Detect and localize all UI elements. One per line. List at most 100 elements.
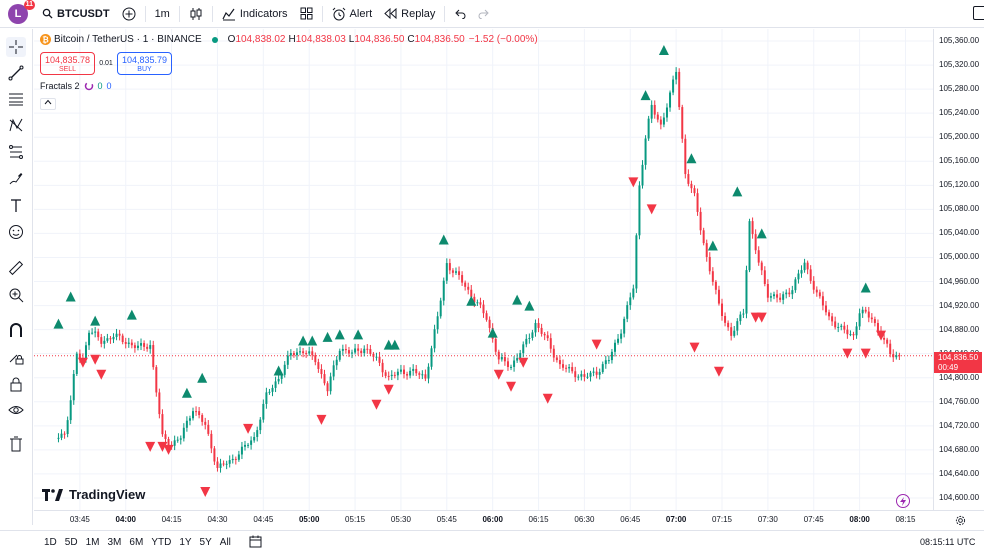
- candlestick-chart[interactable]: [34, 29, 933, 510]
- candle-body: [240, 446, 243, 455]
- fractal-up-marker: [90, 315, 101, 326]
- search-icon: [42, 8, 53, 19]
- candle-body: [485, 313, 488, 320]
- fib-icon: [9, 93, 23, 106]
- alert-button[interactable]: Alert: [326, 0, 379, 28]
- range-button-5y[interactable]: 5Y: [199, 537, 212, 548]
- window-button[interactable]: [973, 6, 984, 20]
- layouts-button[interactable]: [294, 0, 319, 28]
- candle-body: [185, 420, 188, 428]
- candle-body: [347, 350, 350, 354]
- candle-body: [399, 369, 402, 372]
- candle-body: [528, 337, 531, 339]
- trendline-tool[interactable]: [6, 63, 26, 83]
- crosshair-tool[interactable]: [6, 37, 26, 57]
- lock-icon: [10, 377, 22, 392]
- range-button-5d[interactable]: 5D: [64, 537, 78, 548]
- utc-clock[interactable]: 08:15:11 UTC: [920, 537, 976, 547]
- range-button-1m[interactable]: 1M: [85, 537, 100, 548]
- sell-price: 104,835.78: [44, 55, 91, 65]
- candle-body: [714, 281, 717, 290]
- fractal-down-marker: [316, 414, 327, 425]
- top-toolbar: L 11 BTCUSDT 1m Indicators Alert Replay: [0, 0, 984, 28]
- visibility-tool[interactable]: [6, 400, 26, 420]
- projection-tool[interactable]: [6, 142, 26, 162]
- range-button-1d[interactable]: 1D: [44, 537, 57, 548]
- fractal-down-marker: [646, 204, 657, 215]
- zoom-tool[interactable]: [6, 285, 26, 305]
- candle-body: [418, 373, 421, 375]
- chart-pane[interactable]: [34, 29, 933, 510]
- fractal-down-marker: [860, 348, 871, 359]
- fractal-up-marker: [307, 335, 318, 346]
- price-tick-label: 105,160.00: [939, 156, 980, 166]
- date-range-button[interactable]: [249, 535, 262, 551]
- symbol-search-button[interactable]: BTCUSDT: [36, 0, 116, 28]
- delete-tool[interactable]: [6, 434, 26, 454]
- candle-body: [672, 79, 675, 93]
- price-tick-label: 104,640.00: [939, 468, 980, 478]
- time-tick-label: 06:45: [620, 515, 641, 524]
- candle-body: [259, 419, 262, 431]
- indicators-button[interactable]: Indicators: [216, 0, 294, 28]
- lock-tool[interactable]: [6, 374, 26, 394]
- interval-button[interactable]: 1m: [154, 7, 170, 20]
- candle-body: [708, 256, 711, 272]
- range-button-all[interactable]: All: [219, 537, 231, 548]
- range-button-1y[interactable]: 1Y: [179, 537, 192, 548]
- price-tick-label: 104,800.00: [939, 372, 980, 382]
- fractal-up-marker: [181, 387, 192, 398]
- candle-body: [106, 338, 109, 341]
- candle-body: [188, 418, 191, 421]
- symbol-title[interactable]: Bitcoin / TetherUS · 1 · BINANCE: [54, 34, 202, 45]
- candle-body: [733, 330, 736, 336]
- magnet-tool[interactable]: [6, 320, 26, 340]
- ruler-tool[interactable]: [6, 258, 26, 278]
- redo-button[interactable]: [472, 0, 496, 28]
- compare-button[interactable]: [116, 0, 142, 28]
- candle-body: [146, 346, 149, 349]
- candle-body: [225, 463, 228, 465]
- brush-tool[interactable]: [6, 169, 26, 189]
- candle-body: [571, 367, 574, 372]
- lock-drawings-tool[interactable]: [6, 347, 26, 367]
- user-avatar[interactable]: L 11: [8, 0, 35, 24]
- range-button-6m[interactable]: 6M: [129, 537, 144, 548]
- undo-button[interactable]: [448, 0, 472, 28]
- fractal-up-marker: [126, 309, 137, 320]
- candle-body: [222, 463, 225, 465]
- candle-body: [204, 421, 207, 425]
- candle-body: [760, 262, 763, 271]
- range-button-3m[interactable]: 3M: [107, 537, 122, 548]
- candle-body: [234, 458, 237, 460]
- redo-icon: [478, 9, 490, 19]
- settings-button[interactable]: [955, 515, 966, 529]
- collapse-legend-button[interactable]: [40, 98, 56, 110]
- buy-button[interactable]: 104,835.79 BUY: [117, 52, 172, 75]
- candle-body: [286, 355, 289, 365]
- indicator-legend[interactable]: Fractals 2 0 0: [40, 81, 112, 91]
- range-button-ytd[interactable]: YTD: [151, 537, 172, 548]
- text-tool[interactable]: [6, 196, 26, 216]
- fib-tool[interactable]: [6, 89, 26, 109]
- fractal-up-marker: [686, 153, 697, 164]
- sell-button[interactable]: 104,835.78 SELL: [40, 52, 95, 75]
- time-axis[interactable]: 03:45 04:00 04:15 04:30 04:45 05:00 05:15 05:30…: [34, 510, 984, 530]
- magnet-icon: [10, 323, 22, 337]
- divider: [321, 5, 323, 22]
- lightning-button[interactable]: [896, 494, 910, 508]
- replay-button[interactable]: Replay: [378, 0, 441, 28]
- chart-type-button[interactable]: [183, 0, 209, 28]
- candle-body: [311, 351, 314, 356]
- pattern-tool[interactable]: [6, 115, 26, 135]
- fractal-up-marker: [640, 90, 651, 101]
- emoji-tool[interactable]: [6, 222, 26, 242]
- price-scale[interactable]: 105,360.00 105,320.00 105,280.00 105,240.00…: [933, 29, 984, 510]
- candle-body: [693, 188, 696, 194]
- tradingview-logo[interactable]: TradingView: [42, 487, 145, 502]
- fractal-up-marker: [298, 335, 309, 346]
- candle-body: [213, 448, 216, 462]
- fractal-up-marker: [438, 234, 449, 245]
- candle-body: [815, 289, 818, 293]
- candle-body: [335, 359, 338, 366]
